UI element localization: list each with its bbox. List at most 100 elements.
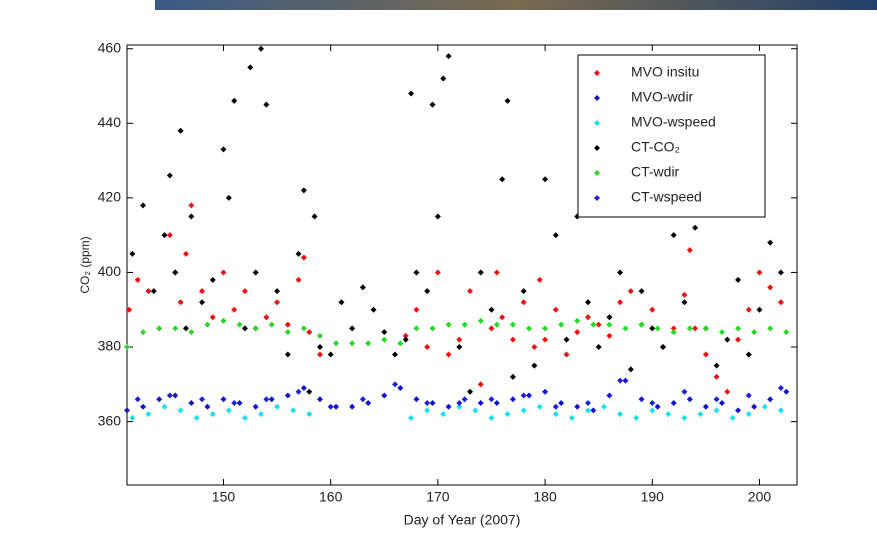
data-point [247, 64, 254, 71]
data-point [263, 396, 270, 403]
data-point [252, 325, 259, 332]
data-point [424, 344, 431, 351]
x-tick-label: 170 [426, 489, 450, 505]
data-point [429, 325, 436, 332]
data-point [161, 232, 168, 239]
data-point [274, 288, 281, 295]
data-point [627, 366, 634, 373]
data-point [182, 250, 189, 257]
data-point [188, 213, 195, 220]
data-point [402, 336, 409, 343]
data-point [504, 97, 511, 104]
data-point [761, 403, 768, 410]
data-point [574, 317, 581, 324]
data-point [520, 288, 527, 295]
data-point [617, 299, 624, 306]
data-point [311, 213, 318, 220]
data-point [225, 407, 232, 414]
data-point [622, 377, 629, 384]
data-point [204, 321, 211, 328]
data-point [552, 232, 559, 239]
data-point [349, 340, 356, 347]
data-point [526, 392, 532, 399]
data-point [660, 344, 666, 351]
legend-label: MVO insitu [631, 64, 699, 80]
data-point [359, 284, 366, 291]
data-point [306, 329, 313, 336]
data-point [177, 127, 184, 134]
y-tick-label: 360 [98, 412, 122, 428]
data-point [397, 340, 404, 347]
data-point [558, 321, 565, 328]
data-point [568, 414, 575, 421]
data-point [413, 306, 420, 313]
data-point [767, 239, 774, 246]
data-point [692, 224, 699, 231]
data-point [477, 269, 484, 276]
data-point [724, 388, 731, 395]
data-point [440, 75, 447, 82]
data-point [161, 403, 168, 410]
data-point [542, 325, 549, 332]
data-point [333, 340, 340, 347]
data-point [349, 403, 356, 410]
data-point [258, 411, 264, 418]
data-point [488, 325, 495, 332]
data-point [295, 388, 302, 395]
data-point [456, 336, 463, 343]
data-point [295, 276, 302, 283]
data-point [595, 321, 602, 328]
data-point [467, 288, 474, 295]
data-point [209, 314, 216, 321]
data-point [686, 396, 693, 403]
data-point [590, 407, 597, 414]
data-point [520, 392, 527, 399]
data-point [300, 385, 307, 392]
x-tick-label: 160 [319, 489, 343, 505]
data-point [552, 306, 559, 313]
data-point [209, 411, 216, 418]
data-point [552, 411, 559, 418]
data-point [606, 332, 613, 339]
data-point [531, 362, 538, 369]
data-point [472, 407, 479, 414]
data-point [702, 325, 709, 332]
data-point [402, 332, 409, 339]
data-point [166, 392, 173, 399]
data-point [199, 396, 206, 403]
data-point [542, 336, 549, 343]
data-point [392, 351, 398, 358]
data-point [552, 403, 559, 410]
data-point [745, 411, 752, 418]
data-point [124, 407, 130, 414]
data-point [542, 176, 549, 183]
legend-marker [594, 95, 600, 101]
data-point [316, 344, 323, 351]
data-point [424, 399, 431, 406]
data-point [509, 373, 516, 380]
data-point [627, 288, 634, 295]
data-point [745, 351, 752, 358]
data-point [225, 194, 232, 201]
y-tick-label: 400 [98, 263, 122, 279]
data-point [499, 176, 506, 183]
data-point [558, 399, 565, 406]
data-point [166, 232, 173, 239]
data-point [316, 332, 323, 339]
data-point [316, 351, 323, 358]
data-point [172, 325, 179, 332]
data-point [231, 399, 238, 406]
legend-marker [594, 195, 600, 201]
data-point [284, 351, 291, 358]
data-point [509, 396, 516, 403]
data-point [204, 403, 211, 410]
data-point [681, 388, 688, 395]
legend-label: MVO-wspeed [631, 114, 716, 130]
data-point [408, 414, 415, 421]
data-point [150, 288, 157, 295]
data-point [493, 321, 500, 328]
data-point [295, 250, 302, 257]
data-point [220, 317, 227, 324]
data-point [563, 351, 570, 358]
data-point [783, 388, 790, 395]
